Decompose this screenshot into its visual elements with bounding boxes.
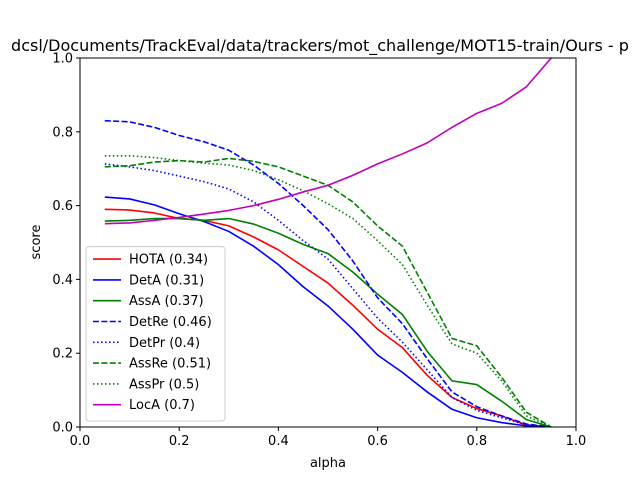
chart-title: dcsl/Documents/TrackEval/data/trackers/m… [11,36,629,56]
y-axis-label: score [29,225,44,260]
x-tick-label: 0.0 [70,434,91,449]
x-tick-label: 0.6 [367,434,388,449]
legend-entry-label: DetA (0.31) [129,273,204,288]
legend-entry-label: HOTA (0.34) [129,253,208,268]
x-tick-label: 0.8 [466,434,487,449]
y-axis: 0.0 0.2 0.4 0.6 0.8 1.0 [52,52,80,436]
series-line-deta [104,196,552,427]
series-line-detre [104,119,552,427]
y-tick-label: 0.4 [52,273,73,288]
series-line-asspr [104,154,552,427]
x-tick-label: 0.2 [169,434,190,449]
legend-entry-label: AssRe (0.51) [129,357,211,372]
legend-entry-label: LocA (0.7) [129,398,195,413]
x-tick-label: 0.4 [268,434,289,449]
legend: HOTA (0.34) DetA (0.31) AssA (0.37) DetRe (… [85,246,226,422]
legend-entry-label: AssA (0.37) [129,294,204,309]
x-tick-label: 1.0 [566,434,587,449]
y-tick-label: 0.8 [52,125,73,140]
series-line-detpr [104,163,552,427]
x-axis: 0.0 0.2 0.4 0.6 0.8 1.0 [70,427,587,449]
y-tick-label: 0.6 [52,199,73,214]
series-line-assa [104,217,552,427]
y-tick-label: 1.0 [52,52,73,67]
y-tick-label: 0.2 [52,347,73,362]
legend-box [85,246,226,422]
legend-entry-label: AssPr (0.5) [129,377,199,392]
series-line-loca [104,58,552,225]
axes-frame [79,57,577,428]
x-axis-label: alpha [310,456,346,471]
legend-entry-label: DetPr (0.4) [129,336,200,351]
y-tick-label: 0.0 [52,421,73,436]
legend-entry-label: DetRe (0.46) [129,315,212,330]
plot-area [104,58,552,427]
